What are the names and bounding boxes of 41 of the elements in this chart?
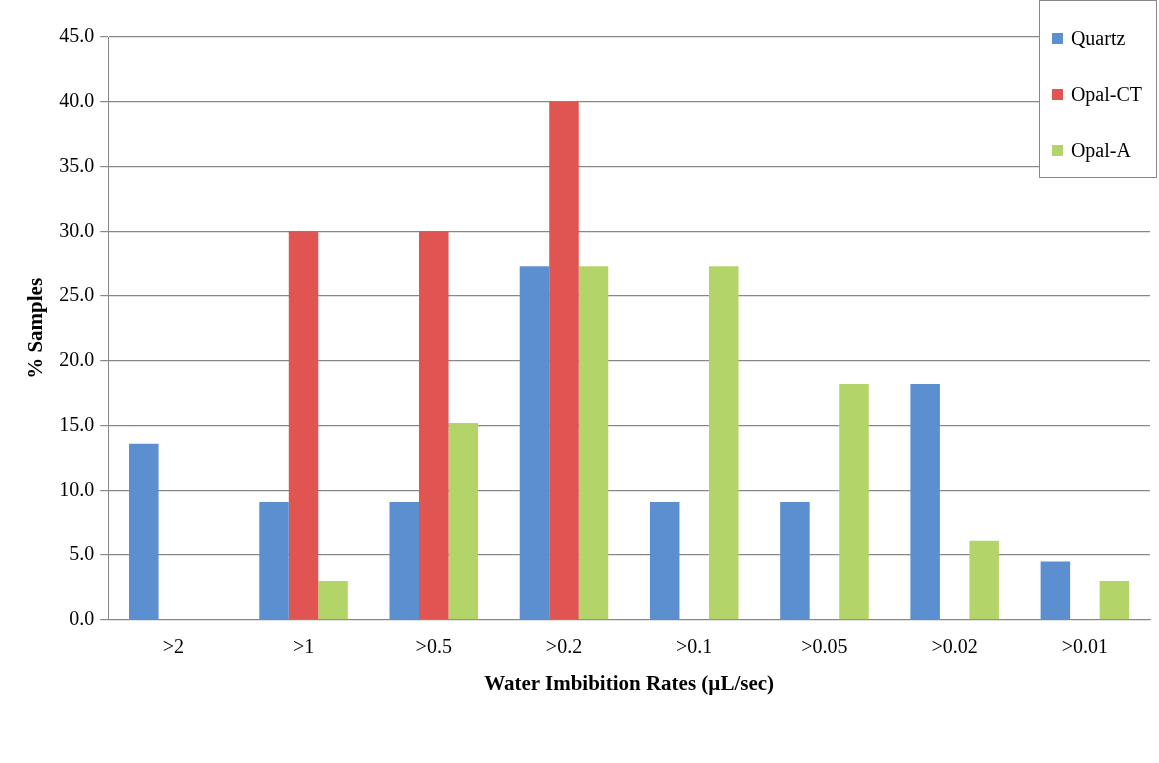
x-axis-title: Water Imbibition Rates (µL/sec)	[484, 670, 775, 695]
bar	[389, 501, 419, 620]
bar	[129, 443, 159, 620]
bar	[910, 384, 940, 620]
y-tick-label: 5.0	[69, 542, 95, 565]
legend-label: Quartz	[1070, 26, 1126, 50]
bar	[288, 231, 319, 620]
bar	[519, 266, 550, 620]
x-tick-label: >1	[292, 635, 315, 658]
x-tick-label: >0.5	[415, 635, 452, 658]
bar	[448, 422, 479, 620]
bar	[708, 266, 739, 620]
x-tick-label: >0.01	[1061, 635, 1109, 658]
x-tick-label: >0.1	[676, 635, 713, 658]
y-tick-label: 35.0	[59, 153, 95, 176]
y-axis-title: % Samples	[23, 277, 48, 379]
bar	[419, 231, 449, 620]
y-tick-label: 20.0	[59, 348, 95, 371]
bar	[259, 501, 289, 620]
y-tick-label: 15.0	[59, 412, 95, 435]
bar	[649, 501, 680, 620]
y-tick-label: 40.0	[59, 89, 95, 112]
legend-label: Opal-CT	[1070, 82, 1142, 106]
y-tick-label: 0.0	[69, 607, 95, 630]
bar	[780, 501, 810, 620]
bar	[1040, 561, 1071, 620]
bar	[549, 101, 579, 620]
x-tick-label: >0.2	[545, 635, 583, 658]
y-tick-label: 45.0	[59, 24, 95, 47]
bar	[318, 580, 348, 620]
y-tick-label: 30.0	[59, 218, 95, 241]
y-tick-label: 25.0	[59, 283, 95, 306]
bar	[839, 384, 869, 620]
bar	[969, 540, 999, 620]
bar	[1099, 580, 1130, 620]
x-tick-label: >0.02	[931, 635, 978, 658]
x-tick-label: >0.05	[801, 635, 848, 658]
y-tick-label: 10.0	[59, 477, 95, 500]
x-tick-label: >2	[162, 635, 184, 658]
legend-label: Opal-A	[1070, 138, 1131, 162]
bar	[578, 266, 609, 620]
